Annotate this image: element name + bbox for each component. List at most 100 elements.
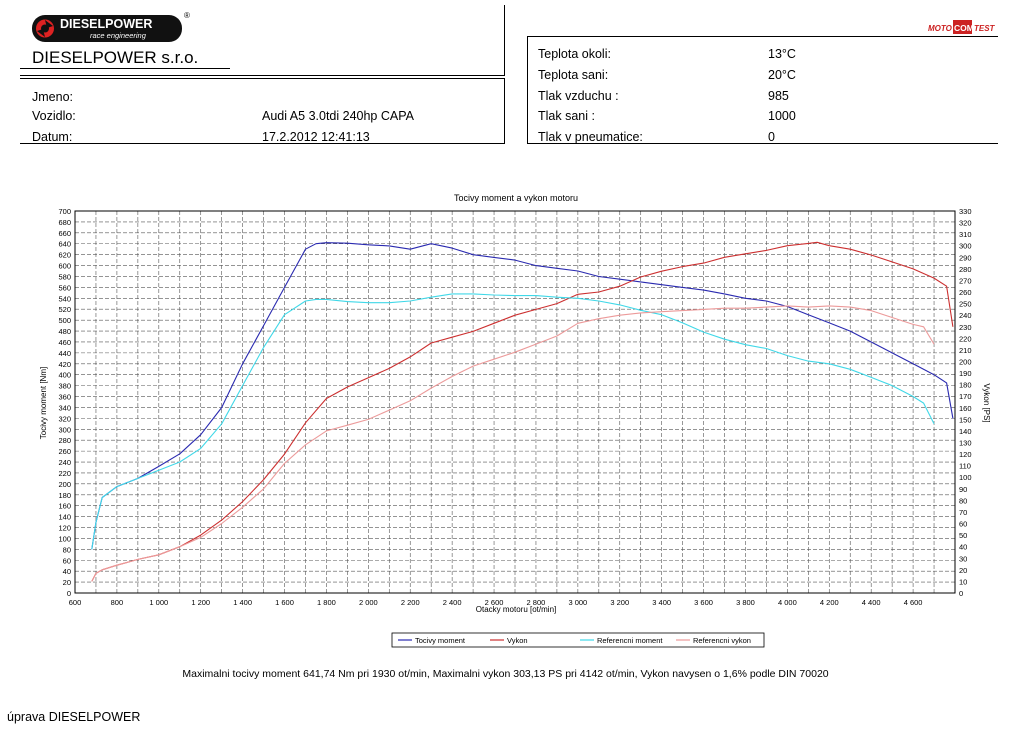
x-tick-label: 1 000 [149,598,168,607]
y-left-tick-label: 20 [63,578,71,587]
y-left-tick-label: 380 [58,382,71,391]
right-axis-ticks: 0 10 20 30 40 50 60 70 80 90 100 110 120 130 140 150 160… [959,207,972,598]
y-left-tick-label: 160 [58,502,71,511]
y-right-tick-label: 290 [959,253,972,262]
y-left-tick-label: 300 [58,425,71,434]
date-label: Datum: [32,130,73,144]
condition-value: 985 [768,89,789,103]
y-right-tick-label: 240 [959,311,972,320]
x-tick-label: 1 800 [317,598,336,607]
y-right-tick-label: 220 [959,334,972,343]
y-right-tick-label: 230 [959,323,972,332]
y-right-tick-label: 320 [959,219,972,228]
series-line-tocivy-moment [91,242,954,550]
y-right-tick-label: 180 [959,381,972,390]
x-tick-label: 1 600 [275,598,294,607]
y-left-tick-label: 680 [58,218,71,227]
y-right-tick-label: 300 [959,242,972,251]
y-right-tick-label: 80 [959,496,967,505]
y-left-tick-label: 520 [58,305,71,314]
y-left-tick-label: 80 [63,545,71,554]
x-tick-label: 2 400 [443,598,462,607]
badge-mid: COM [954,23,974,33]
y-left-tick-label: 460 [58,338,71,347]
condition-label: Tlak sani : [538,109,595,123]
y-left-tick-label: 660 [58,229,71,238]
y-left-tick-label: 120 [58,524,71,533]
y-left-tick-label: 440 [58,349,71,358]
y-right-tick-label: 280 [959,265,972,274]
y-left-tick-label: 260 [58,447,71,456]
y-left-tick-label: 140 [58,513,71,522]
y-right-tick-label: 140 [959,427,972,436]
legend-label: Tocivy moment [415,636,466,645]
y-right-tick-label: 100 [959,473,972,482]
y-left-tick-label: 600 [58,262,71,271]
y-right-tick-label: 160 [959,404,972,413]
vehicle-label: Vozidlo: [32,109,76,123]
y-right-tick-label: 110 [959,462,971,471]
y-right-tick-label: 30 [959,554,967,563]
y-left-tick-label: 640 [58,240,71,249]
x-tick-label: 3 400 [652,598,671,607]
y-right-tick-label: 10 [959,577,967,586]
y-left-tick-label: 0 [67,589,71,598]
condition-label: Tlak vzduchu : [538,89,619,103]
y-left-tick-label: 480 [58,327,71,336]
x-tick-label: 4 600 [904,598,923,607]
vehicle-info-underline [20,143,505,144]
company-underline [20,68,230,69]
chart-grid [75,211,955,593]
y-right-tick-label: 330 [959,207,972,216]
y-right-tick-label: 210 [959,346,972,355]
logo-brand: DIESELPOWER [60,17,152,31]
y-right-tick-label: 150 [959,415,972,424]
company-name: DIESELPOWER s.r.o. [32,48,199,67]
y-left-tick-label: 500 [58,316,71,325]
logo-subtitle: race engineering [90,31,147,40]
date-value: 17.2.2012 12:41:13 [262,130,370,144]
name-label: Jmeno: [32,90,73,104]
y-right-tick-label: 0 [959,589,963,598]
y-right-tick-label: 270 [959,276,972,285]
y-left-tick-label: 240 [58,458,71,467]
turbo-logo-icon: DIESELPOWER race engineering [32,15,182,42]
legend-label: Vykon [507,636,528,645]
y-left-tick-label: 700 [58,207,71,216]
series-line-vykon [91,241,954,582]
x-tick-label: 2 200 [401,598,420,607]
conditions-underline [527,143,998,144]
legend-label: Referencni vykon [693,636,751,645]
x-tick-label: 3 000 [568,598,587,607]
registered-mark: ® [184,11,190,20]
y-left-tick-label: 420 [58,360,71,369]
x-tick-label: 2 000 [359,598,378,607]
x-tick-label: 800 [111,598,124,607]
x-tick-label: 3 800 [736,598,755,607]
y-right-tick-label: 50 [959,531,967,540]
dieselpower-logo: DIESELPOWER race engineering ® [32,11,190,42]
badge-left: MOTO [928,24,953,33]
y-right-tick-label: 20 [959,566,967,575]
y-left-tick-label: 280 [58,436,71,445]
series-line-referencni-vykon [91,305,935,582]
dyno-chart: Tocivy moment a vykon motoru 0 20 40 60 80 10… [39,193,991,648]
x-axis-label: Otacky motoru [ot/min] [476,605,556,614]
y-left-tick-label: 400 [58,371,71,380]
condition-label: Tlak v pneumatice: [538,130,643,144]
badge-right: TEST [974,24,996,33]
y-right-tick-label: 130 [959,439,972,448]
legend-label: Referencni moment [597,636,663,645]
y-right-tick-label: 250 [959,300,972,309]
condition-label: Teplota okoli: [538,47,611,61]
y-left-tick-label: 40 [63,567,71,576]
x-axis-ticks: 600 800 1 000 1 200 1 400 1 600 1 800 2 000 2 20… [69,598,923,607]
header-box [20,5,505,76]
condition-value: 0 [768,130,775,144]
tuning-note: úprava DIESELPOWER [7,710,141,724]
legend-frame [391,632,765,648]
condition-value: 20°C [768,68,796,82]
y-left-tick-label: 540 [58,294,71,303]
y-left-tick-label: 580 [58,272,71,281]
